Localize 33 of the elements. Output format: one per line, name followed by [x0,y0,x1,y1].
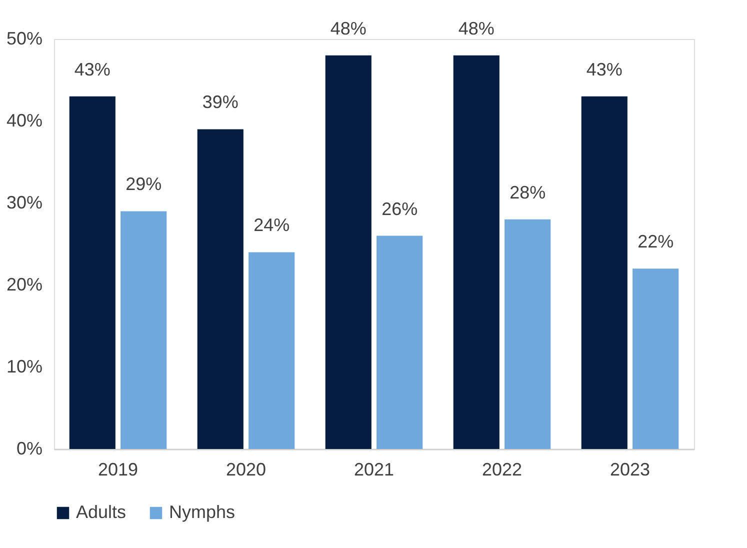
legend-label: Nymphs [169,502,236,522]
bar [504,219,551,449]
bar [325,55,372,449]
bar [197,129,244,449]
y-tick-label: 30% [6,192,42,212]
data-label: 26% [382,198,418,219]
x-tick-label: 2021 [354,460,394,480]
bar [376,236,423,449]
y-tick-label: 0% [16,438,42,458]
bar [120,211,167,449]
y-tick-label: 50% [6,28,42,48]
bar [632,268,679,449]
data-label: 48% [458,18,494,38]
bar [248,252,295,449]
data-label: 43% [586,59,622,80]
y-tick-label: 10% [6,356,42,376]
data-label: 24% [254,215,290,236]
x-tick-label: 2019 [98,460,138,480]
y-tick-label: 20% [6,274,42,294]
data-label: 39% [202,92,238,112]
bar [69,96,116,449]
x-tick-label: 2023 [610,460,650,480]
y-tick-label: 40% [6,110,42,130]
x-tick-label: 2022 [482,460,522,480]
bar [581,96,628,449]
data-label: 48% [330,18,366,38]
data-label: 22% [638,232,674,252]
data-label: 28% [510,182,546,202]
data-label: 43% [74,59,110,80]
data-label: 29% [126,174,162,194]
legend-label: Adults [76,502,126,522]
bar [453,55,500,449]
x-tick-label: 2020 [226,460,266,480]
